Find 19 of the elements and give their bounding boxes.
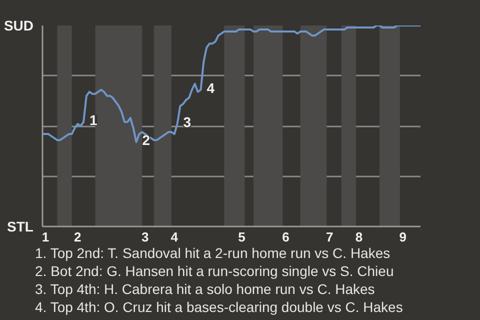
x-tick-label: 5 — [238, 230, 246, 244]
x-tick-label: 6 — [282, 230, 290, 244]
annotation: 2 — [142, 132, 150, 148]
text: 2. Bot 2nd: G. Hansen hit a run-scoring single vs S. Chieu — [35, 262, 395, 280]
text: 1. Top 2nd: T. Sandoval hit a 2-run home run vs C. Hakes — [35, 244, 392, 262]
x-tick-label: 1 — [42, 230, 50, 244]
x-tick-label: 7 — [326, 230, 334, 244]
x-tick-label: 9 — [399, 230, 407, 244]
x-tick-label: 8 — [355, 230, 363, 244]
text: STL — [7, 218, 34, 234]
x-tick-label: 2 — [74, 230, 82, 244]
annotation: 3 — [183, 114, 192, 130]
x-tick-label: 3 — [141, 230, 149, 244]
text: 4. Top 4th: O. Cruz hit a bases-clearing double vs C. Hakes — [35, 298, 403, 316]
annotation: 1 — [90, 112, 98, 128]
annotation: 4 — [206, 80, 215, 96]
text: SUD — [4, 18, 34, 34]
text: 3. Top 4th: H. Cabrera hit a solo home run vs C. Hakes — [35, 280, 376, 298]
x-tick-label: 4 — [170, 230, 179, 244]
